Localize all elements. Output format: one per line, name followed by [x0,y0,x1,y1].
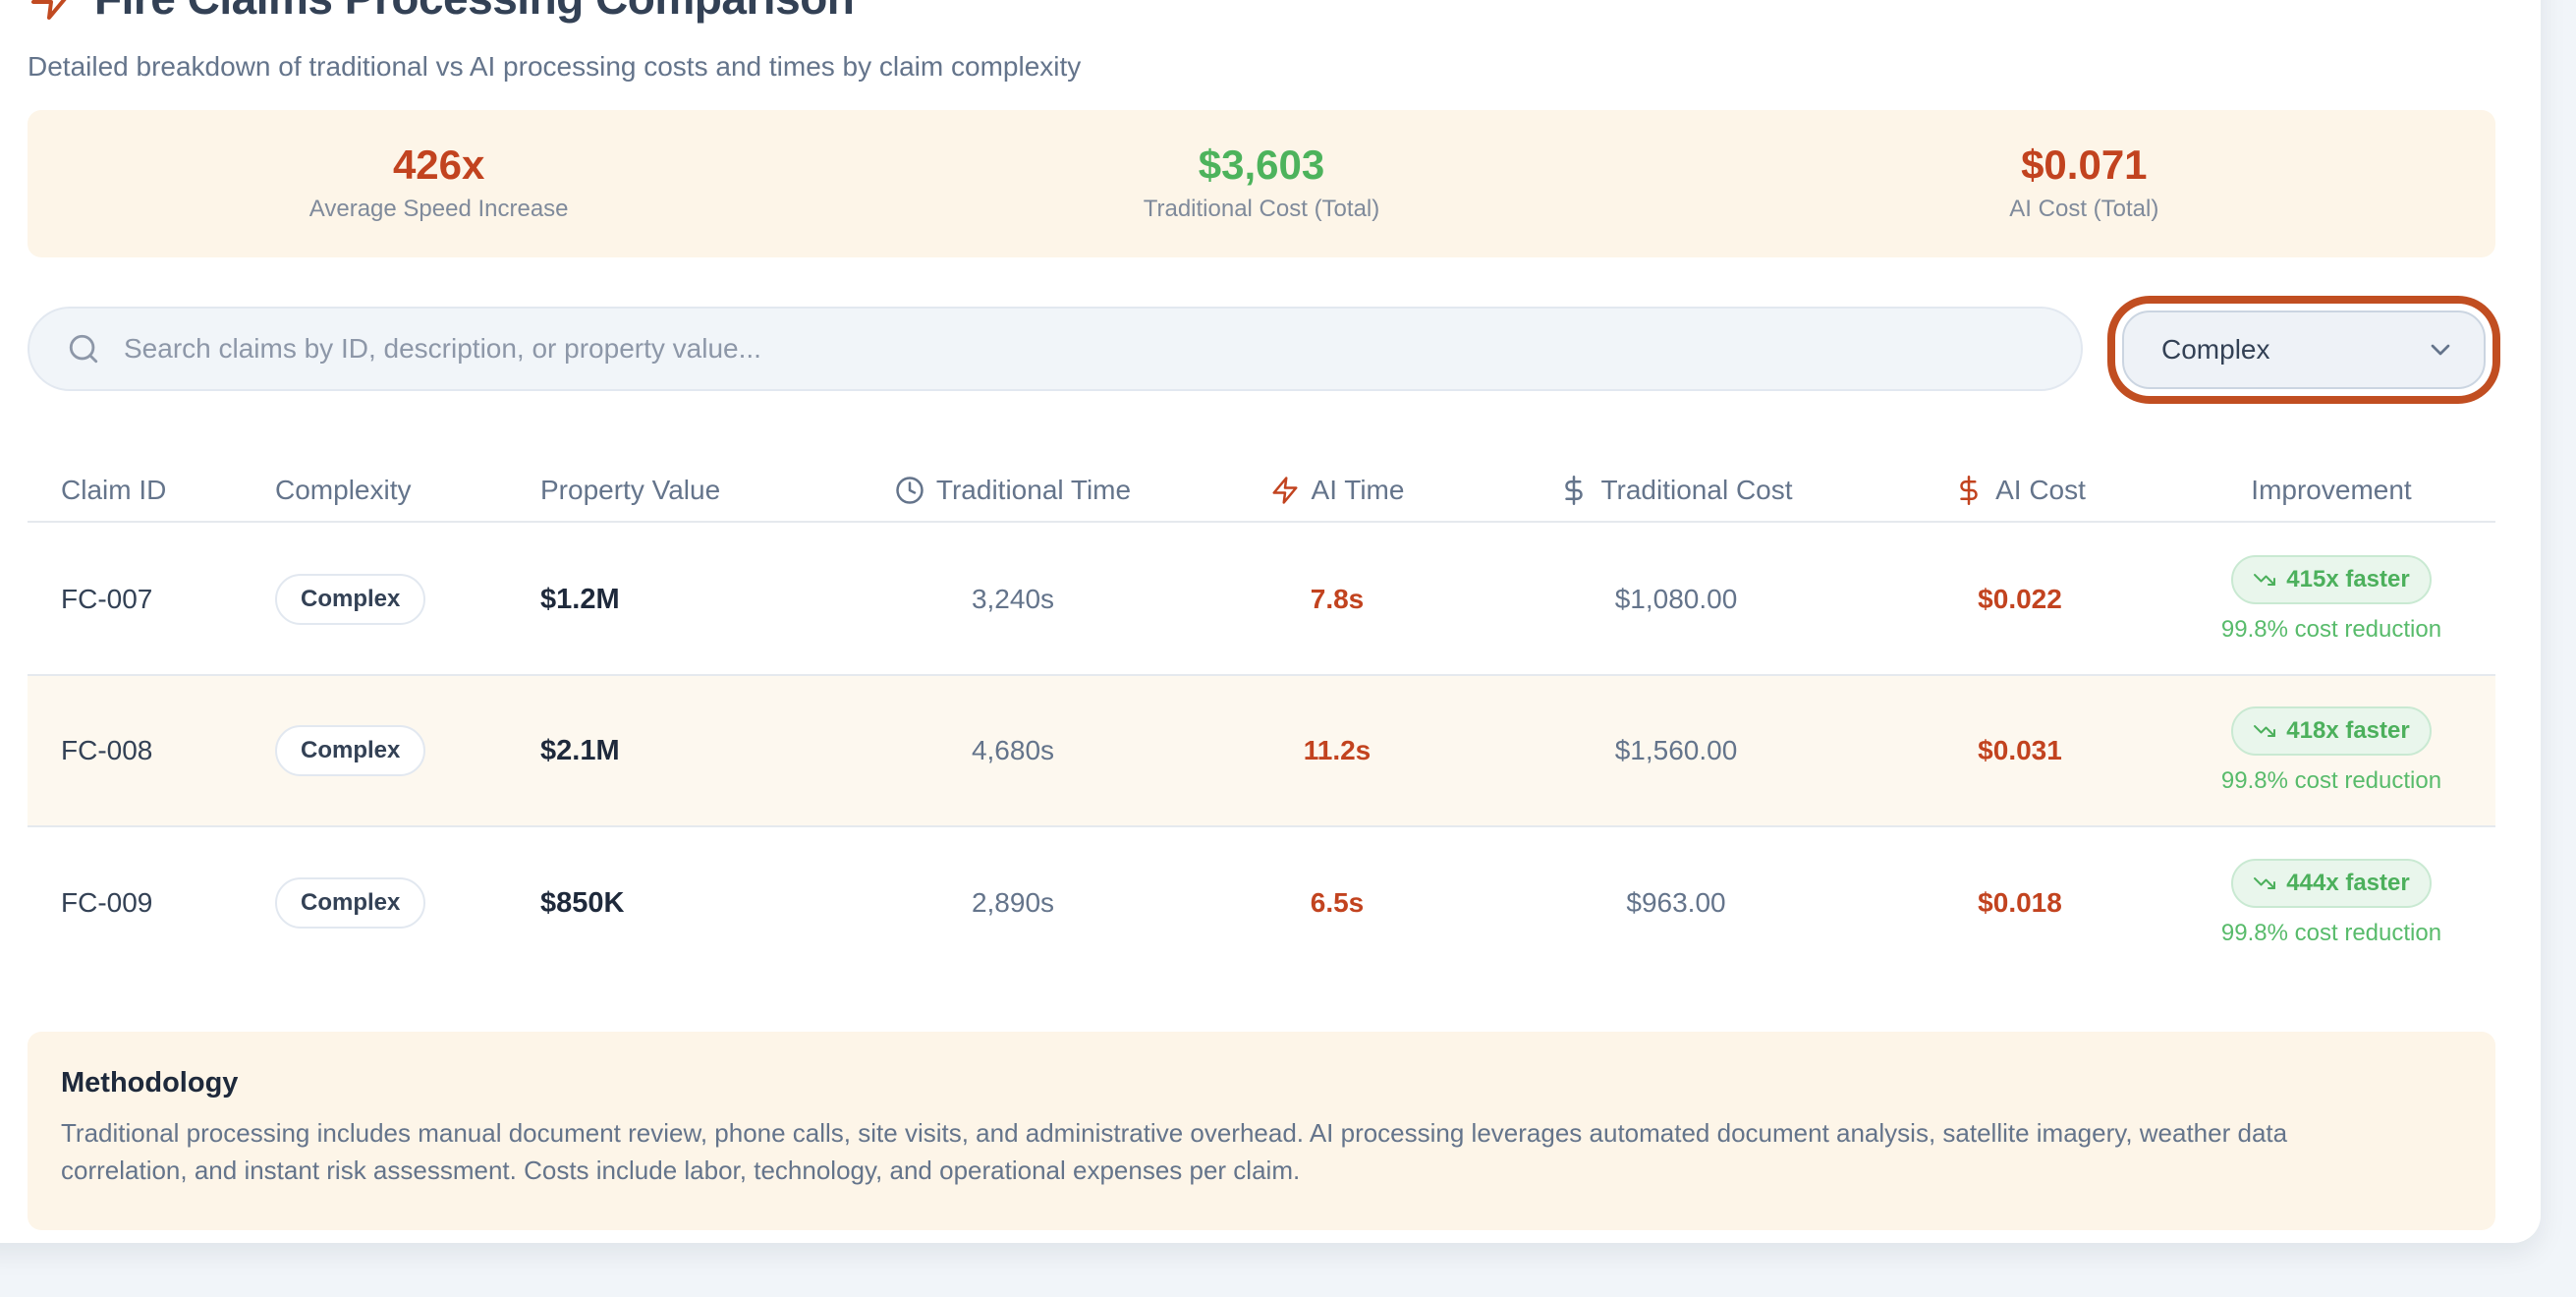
trending-down-icon [2253,568,2276,592]
stat-speed-increase: 426x Average Speed Increase [28,144,850,223]
search-bar[interactable] [28,307,2083,391]
property-value-cell: $2.1M [540,734,620,766]
complexity-filter-value: Complex [2161,334,2270,365]
column-label: Complexity [275,475,412,505]
ai-cost-cell: $0.018 [1978,887,2062,918]
column-label: Improvement [2251,475,2412,505]
search-input[interactable] [122,332,2051,366]
zap-icon [28,0,75,22]
property-value-cell: $850K [540,886,625,919]
column-header-property-value: Property Value [507,475,831,506]
complexity-badge: Complex [275,877,426,929]
trending-down-icon [2253,872,2276,895]
column-header-claim-id: Claim ID [28,475,242,506]
complexity-badge: Complex [275,574,426,625]
column-header-ai-cost: AI Cost [1873,475,2167,506]
column-header-traditional-cost: Traditional Cost [1480,475,1873,506]
faster-badge: 415x faster [2231,555,2432,604]
trending-down-icon [2253,719,2276,743]
ai-time-cell: 11.2s [1303,735,1372,765]
dollar-icon [1954,476,1984,505]
traditional-cost-cell: $963.00 [1626,887,1726,918]
traditional-time-cell: 3,240s [971,584,1055,614]
clock-icon [895,476,924,505]
stat-value: 426x [392,141,485,188]
stat-label: AI Cost (Total) [2009,196,2159,222]
stat-label: Average Speed Increase [308,196,569,222]
column-label: AI Time [1311,475,1405,505]
column-header-improvement: Improvement [2167,475,2495,506]
table-row[interactable]: FC-008 Complex $2.1M 4,680s 11.2s $1,560… [28,676,2495,827]
ai-cost-cell: $0.022 [1978,584,2062,614]
table-row[interactable]: FC-009 Complex $850K 2,890s 6.5s $963.00… [28,827,2495,979]
faster-badge: 418x faster [2231,706,2432,756]
zap-icon [1270,476,1300,505]
stats-banner: 426x Average Speed Increase $3,603 Tradi… [28,110,2495,257]
search-icon [67,332,100,366]
traditional-cost-cell: $1,560.00 [1614,735,1738,765]
column-label: Claim ID [61,475,167,505]
column-label: Traditional Cost [1600,475,1793,505]
traditional-time-cell: 4,680s [971,735,1055,765]
column-header-traditional-time: Traditional Time [831,475,1195,506]
column-header-complexity: Complexity [242,475,507,506]
faster-label: 415x faster [2286,566,2410,592]
stat-value: $0.071 [2021,141,2148,188]
cost-reduction-label: 99.8% cost reduction [2220,767,2442,794]
stat-traditional-cost: $3,603 Traditional Cost (Total) [850,144,1672,223]
improvement-cell: 418x faster 99.8% cost reduction [2167,706,2495,795]
stat-ai-cost: $0.071 AI Cost (Total) [1673,144,2495,223]
table-body: FC-007 Complex $1.2M 3,240s 7.8s $1,080.… [28,525,2495,979]
traditional-time-cell: 2,890s [971,887,1055,918]
ai-cost-cell: $0.031 [1978,735,2062,765]
ai-time-cell: 6.5s [1310,887,1365,918]
stat-value: $3,603 [1198,141,1325,188]
methodology-body: Traditional processing includes manual d… [61,1118,2288,1185]
column-label: Traditional Time [935,475,1132,505]
table-header: Claim ID Complexity Property Value Tradi… [28,460,2495,523]
complexity-badge: Complex [275,725,426,776]
property-value-cell: $1.2M [540,583,620,615]
claim-id-cell: FC-008 [61,735,153,765]
methodology-title: Methodology [61,1067,239,1099]
faster-label: 444x faster [2286,870,2410,896]
page-header: Fire Claims Processing Comparison [28,0,855,22]
improvement-cell: 415x faster 99.8% cost reduction [2167,555,2495,644]
faster-badge: 444x faster [2231,859,2432,908]
faster-label: 418x faster [2286,717,2410,744]
column-label: Property Value [540,475,721,505]
cost-reduction-label: 99.8% cost reduction [2220,920,2442,946]
cost-reduction-label: 99.8% cost reduction [2220,616,2442,643]
chevron-down-icon [2425,334,2456,366]
dollar-icon [1559,476,1589,505]
complexity-filter-select[interactable]: Complex [2122,310,2486,389]
methodology-panel: Methodology Traditional processing inclu… [28,1032,2495,1231]
claim-id-cell: FC-009 [61,887,153,918]
ai-time-cell: 7.8s [1310,584,1365,614]
page-title: Fire Claims Processing Comparison [94,0,855,21]
improvement-cell: 444x faster 99.8% cost reduction [2167,859,2495,947]
table-row[interactable]: FC-007 Complex $1.2M 3,240s 7.8s $1,080.… [28,525,2495,676]
column-label: AI Cost [1995,475,2086,505]
column-header-ai-time: AI Time [1195,475,1480,506]
claim-id-cell: FC-007 [61,584,153,614]
stat-label: Traditional Cost (Total) [1143,196,1380,222]
traditional-cost-cell: $1,080.00 [1614,584,1738,614]
page-subtitle: Detailed breakdown of traditional vs AI … [28,51,1082,82]
